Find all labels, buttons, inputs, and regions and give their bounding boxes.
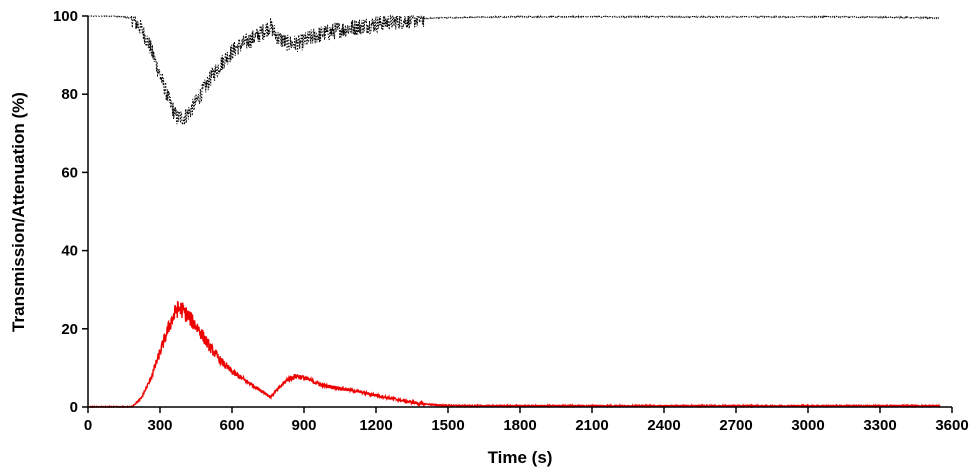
y-tick-label: 40 <box>61 243 78 260</box>
x-tick-label: 900 <box>291 417 316 434</box>
x-tick-label: 2400 <box>647 417 680 434</box>
series-line-1 <box>87 14 940 125</box>
x-tick-label: 3300 <box>863 417 896 434</box>
x-tick-label: 600 <box>219 417 244 434</box>
y-tick-label: 60 <box>61 164 78 181</box>
x-tick-label: 3000 <box>791 417 824 434</box>
x-tick-label: 1800 <box>503 417 536 434</box>
series-line-2 <box>87 300 941 409</box>
x-tick-label: 300 <box>147 417 172 434</box>
ticks: 0 300 600 900 1200 1500 1800 2100 2400 2700 3000 33… <box>53 8 969 434</box>
x-axis-title: Time (s) <box>488 448 553 467</box>
x-tick-label: 0 <box>84 417 92 434</box>
plot-lines <box>87 14 941 409</box>
y-tick-label: 0 <box>70 399 78 416</box>
x-tick-label: 1500 <box>431 417 464 434</box>
y-tick-label: 80 <box>61 86 78 103</box>
axes <box>87 16 952 408</box>
x-tick-label: 3600 <box>935 417 968 434</box>
x-tick-label: 2700 <box>719 417 752 434</box>
x-tick-label: 1200 <box>359 417 392 434</box>
y-axis-title: Transmission/Attenuation (%) <box>9 92 28 332</box>
y-tick-label: 20 <box>61 321 78 338</box>
y-tick-label: 100 <box>53 8 78 25</box>
x-tick-label: 2100 <box>575 417 608 434</box>
